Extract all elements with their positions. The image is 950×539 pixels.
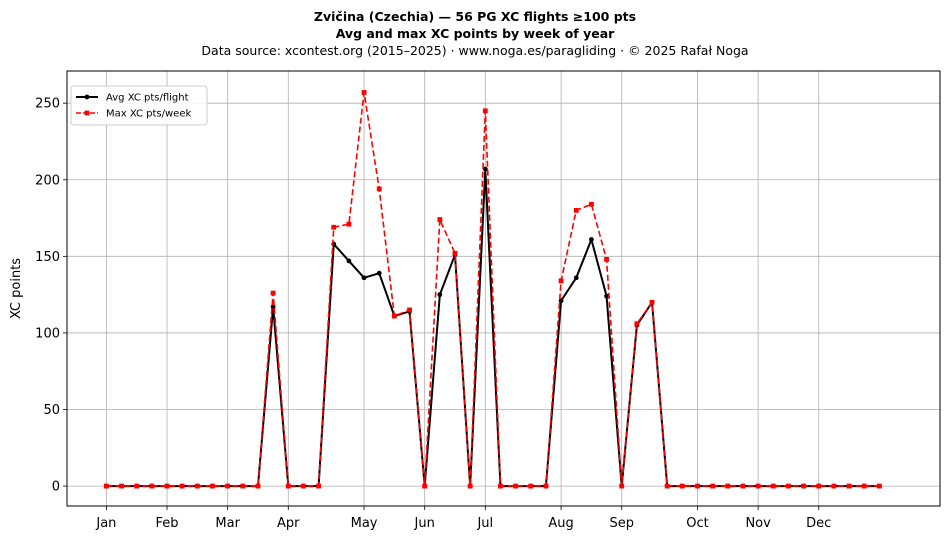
x-tick-label: Mar xyxy=(215,516,240,531)
data-point xyxy=(255,483,261,489)
data-point xyxy=(664,483,670,489)
data-point xyxy=(452,250,458,256)
data-point xyxy=(876,483,882,489)
axes-frame xyxy=(66,70,941,507)
data-point xyxy=(831,483,837,489)
data-point xyxy=(316,483,321,489)
data-point xyxy=(346,258,352,264)
series-0 xyxy=(104,166,882,489)
data-point xyxy=(134,483,140,489)
y-tick-label: 0 xyxy=(52,480,60,495)
legend-label: Max XC pts/week xyxy=(106,109,191,120)
data-point xyxy=(604,293,609,299)
data-point xyxy=(619,483,625,489)
data-point xyxy=(422,483,428,489)
data-point xyxy=(149,483,155,489)
x-tick-label: Feb xyxy=(156,516,179,531)
data-point xyxy=(604,256,609,262)
data-point xyxy=(801,483,806,489)
data-point xyxy=(346,221,352,227)
x-tick-label: Sep xyxy=(609,516,634,531)
series-line xyxy=(106,91,880,487)
data-point xyxy=(376,270,382,276)
data-point xyxy=(725,483,731,489)
series-1 xyxy=(104,90,882,489)
data-point xyxy=(498,483,503,489)
data-point xyxy=(179,483,185,489)
data-point xyxy=(270,290,276,296)
y-tick-label: 200 xyxy=(35,173,60,188)
data-point xyxy=(391,313,397,319)
y-tick-label: 150 xyxy=(35,250,60,265)
x-tick-label: Jun xyxy=(414,516,435,531)
data-point xyxy=(634,321,640,327)
series-line xyxy=(106,168,880,488)
data-point xyxy=(164,483,170,489)
data-point xyxy=(407,307,412,313)
data-point xyxy=(649,299,655,305)
data-point xyxy=(361,275,367,281)
x-tick-label: May xyxy=(351,516,378,531)
legend-marker xyxy=(84,110,90,116)
data-point xyxy=(558,278,564,284)
legend: Avg XC pts/flight Max XC pts/week xyxy=(70,85,208,126)
legend-marker xyxy=(84,94,90,100)
data-point xyxy=(482,166,488,172)
x-tick-label: Jul xyxy=(476,516,493,531)
y-tick-label: 50 xyxy=(43,403,60,418)
data-point xyxy=(695,483,700,489)
tick-layer: Jan Feb Mar Apr May Jun Jul Aug Sep Oct Nov Dec 0 50 1… xyxy=(35,97,831,531)
legend-box xyxy=(70,85,208,126)
data-point xyxy=(104,483,109,489)
data-point xyxy=(770,483,776,489)
data-point xyxy=(240,483,246,489)
data-point xyxy=(573,275,579,281)
data-point xyxy=(861,483,867,489)
data-point xyxy=(331,224,337,230)
data-point xyxy=(119,483,124,489)
x-tick-label: Apr xyxy=(277,516,300,531)
data-point xyxy=(710,483,716,489)
series-layer xyxy=(104,90,882,489)
data-point xyxy=(437,292,443,298)
data-point xyxy=(816,483,822,489)
x-tick-label: Aug xyxy=(548,516,573,531)
data-point xyxy=(528,483,534,489)
x-tick-label: Oct xyxy=(686,516,708,531)
y-tick-label: 100 xyxy=(35,326,60,341)
x-tick-label: Nov xyxy=(745,516,771,531)
grid xyxy=(67,71,940,506)
y-axis-label: XC points xyxy=(9,258,24,319)
chart-subtitle: Data source: xcontest.org (2015–2025) · … xyxy=(201,43,749,58)
data-point xyxy=(376,186,382,192)
data-point xyxy=(786,483,791,489)
data-point xyxy=(679,483,685,489)
data-point xyxy=(437,217,443,222)
data-point xyxy=(846,483,852,489)
data-point xyxy=(285,483,291,489)
x-tick-label: Jan xyxy=(95,516,116,531)
data-point xyxy=(740,483,746,489)
legend-label: Avg XC pts/flight xyxy=(106,93,189,104)
data-point xyxy=(482,108,488,114)
data-point xyxy=(573,207,579,213)
data-point xyxy=(467,483,473,489)
data-point xyxy=(513,483,519,489)
data-point xyxy=(543,483,549,489)
data-point xyxy=(755,483,761,489)
data-point xyxy=(225,483,231,489)
x-tick-label: Dec xyxy=(806,516,831,531)
data-point xyxy=(194,483,200,489)
data-point xyxy=(301,483,306,489)
data-point xyxy=(210,483,215,489)
y-tick-label: 250 xyxy=(35,97,60,112)
data-point xyxy=(589,237,594,242)
chart-title-line2: Avg and max XC points by week of year xyxy=(335,26,615,41)
chart-title-line1: Zvičina (Czechia) — 56 PG XC flights ≥10… xyxy=(313,9,637,24)
data-point xyxy=(589,201,594,207)
data-point xyxy=(361,90,367,95)
